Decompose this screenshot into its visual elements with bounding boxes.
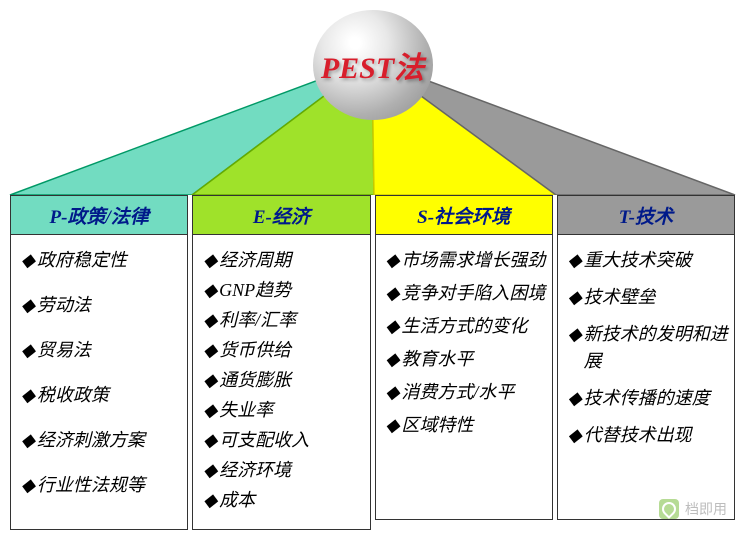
bullet-icon: ◆ — [386, 280, 400, 307]
list-item-text: 教育水平 — [401, 346, 545, 373]
list-item-text: 通货膨胀 — [219, 367, 363, 394]
list-item-text: 区域特性 — [401, 412, 545, 439]
bullet-icon: ◆ — [203, 487, 217, 514]
bullet-icon: ◆ — [203, 247, 217, 274]
list-item: ◆通货膨胀 — [203, 367, 363, 394]
list-item: ◆技术壁垒 — [568, 284, 728, 311]
diagram-title: PEST法 — [321, 43, 424, 87]
list-item-text: 代替技术出现 — [584, 422, 728, 449]
list-item-text: 政府稳定性 — [37, 247, 181, 274]
bullet-icon: ◆ — [203, 427, 217, 454]
wechat-icon — [659, 499, 679, 519]
list-item-text: 经济环境 — [219, 457, 363, 484]
column-body: ◆重大技术突破◆技术壁垒◆新技术的发明和进展◆技术传播的速度◆代替技术出现 — [557, 235, 735, 520]
column-body: ◆经济周期◆GNP趋势◆利率/汇率◆货币供给◆通货膨胀◆失业率◆可支配收入◆经济… — [192, 235, 370, 530]
list-item-text: 技术壁垒 — [584, 284, 728, 311]
list-item-text: 市场需求增长强劲 — [401, 247, 545, 274]
list-item-text: 成本 — [219, 487, 363, 514]
bullet-icon: ◆ — [203, 277, 217, 304]
bullet-icon: ◆ — [21, 337, 35, 364]
list-item: ◆新技术的发明和进展 — [568, 321, 728, 375]
list-item-text: 行业性法规等 — [37, 472, 181, 499]
bullet-icon: ◆ — [386, 313, 400, 340]
watermark-text: 档即用 — [685, 499, 727, 519]
list-item-text: 消费方式/水平 — [401, 379, 545, 406]
bullet-icon: ◆ — [386, 247, 400, 274]
list-item-text: 技术传播的速度 — [584, 385, 728, 412]
list-item-text: 新技术的发明和进展 — [584, 321, 728, 375]
list-item: ◆劳动法 — [21, 292, 181, 319]
list-item: ◆代替技术出现 — [568, 422, 728, 449]
column-header: P-政策/法律 — [10, 195, 188, 235]
list-item-text: GNP趋势 — [219, 277, 363, 304]
watermark: 档即用 — [659, 499, 727, 519]
bullet-icon: ◆ — [203, 457, 217, 484]
list-item: ◆成本 — [203, 487, 363, 514]
bullet-icon: ◆ — [568, 284, 582, 311]
list-item: ◆竞争对手陷入困境 — [386, 280, 546, 307]
bullet-icon: ◆ — [21, 472, 35, 499]
bullet-icon: ◆ — [203, 367, 217, 394]
list-item-text: 可支配收入 — [219, 427, 363, 454]
list-item: ◆经济周期 — [203, 247, 363, 274]
list-item: ◆市场需求增长强劲 — [386, 247, 546, 274]
column: S-社会环境◆市场需求增长强劲◆竞争对手陷入困境◆生活方式的变化◆教育水平◆消费… — [375, 195, 553, 530]
list-item-text: 利率/汇率 — [219, 307, 363, 334]
list-item: ◆行业性法规等 — [21, 472, 181, 499]
column-header: E-经济 — [192, 195, 370, 235]
list-item: ◆税收政策 — [21, 382, 181, 409]
bullet-icon: ◆ — [21, 382, 35, 409]
bullet-icon: ◆ — [386, 412, 400, 439]
columns-container: P-政策/法律◆政府稳定性◆劳动法◆贸易法◆税收政策◆经济刺激方案◆行业性法规等… — [10, 195, 735, 530]
title-sphere: PEST法 — [313, 10, 433, 120]
bullet-icon: ◆ — [568, 422, 582, 449]
list-item-text: 经济周期 — [219, 247, 363, 274]
bullet-icon: ◆ — [203, 337, 217, 364]
bullet-icon: ◆ — [203, 307, 217, 334]
list-item-text: 竞争对手陷入困境 — [401, 280, 545, 307]
list-item: ◆技术传播的速度 — [568, 385, 728, 412]
list-item: ◆贸易法 — [21, 337, 181, 364]
list-item-text: 贸易法 — [37, 337, 181, 364]
list-item: ◆政府稳定性 — [21, 247, 181, 274]
bullet-icon: ◆ — [568, 385, 582, 412]
bullet-icon: ◆ — [21, 427, 35, 454]
bullet-icon: ◆ — [21, 247, 35, 274]
bullet-icon: ◆ — [21, 292, 35, 319]
list-item: ◆货币供给 — [203, 337, 363, 364]
bullet-icon: ◆ — [386, 346, 400, 373]
list-item: ◆教育水平 — [386, 346, 546, 373]
column-body: ◆政府稳定性◆劳动法◆贸易法◆税收政策◆经济刺激方案◆行业性法规等 — [10, 235, 188, 530]
list-item-text: 生活方式的变化 — [401, 313, 545, 340]
column-body: ◆市场需求增长强劲◆竞争对手陷入困境◆生活方式的变化◆教育水平◆消费方式/水平◆… — [375, 235, 553, 520]
list-item-text: 劳动法 — [37, 292, 181, 319]
list-item: ◆利率/汇率 — [203, 307, 363, 334]
column: E-经济◆经济周期◆GNP趋势◆利率/汇率◆货币供给◆通货膨胀◆失业率◆可支配收… — [192, 195, 370, 530]
list-item: ◆可支配收入 — [203, 427, 363, 454]
bullet-icon: ◆ — [568, 247, 582, 274]
list-item-text: 重大技术突破 — [584, 247, 728, 274]
list-item: ◆失业率 — [203, 397, 363, 424]
list-item-text: 税收政策 — [37, 382, 181, 409]
column: T-技术◆重大技术突破◆技术壁垒◆新技术的发明和进展◆技术传播的速度◆代替技术出… — [557, 195, 735, 530]
list-item-text: 失业率 — [219, 397, 363, 424]
column: P-政策/法律◆政府稳定性◆劳动法◆贸易法◆税收政策◆经济刺激方案◆行业性法规等 — [10, 195, 188, 530]
list-item: ◆经济环境 — [203, 457, 363, 484]
bullet-icon: ◆ — [386, 379, 400, 406]
list-item: ◆消费方式/水平 — [386, 379, 546, 406]
list-item: ◆GNP趋势 — [203, 277, 363, 304]
list-item-text: 经济刺激方案 — [37, 427, 181, 454]
list-item: ◆重大技术突破 — [568, 247, 728, 274]
bullet-icon: ◆ — [203, 397, 217, 424]
bullet-icon: ◆ — [568, 321, 582, 375]
list-item: ◆经济刺激方案 — [21, 427, 181, 454]
list-item: ◆生活方式的变化 — [386, 313, 546, 340]
list-item: ◆区域特性 — [386, 412, 546, 439]
column-header: S-社会环境 — [375, 195, 553, 235]
column-header: T-技术 — [557, 195, 735, 235]
list-item-text: 货币供给 — [219, 337, 363, 364]
